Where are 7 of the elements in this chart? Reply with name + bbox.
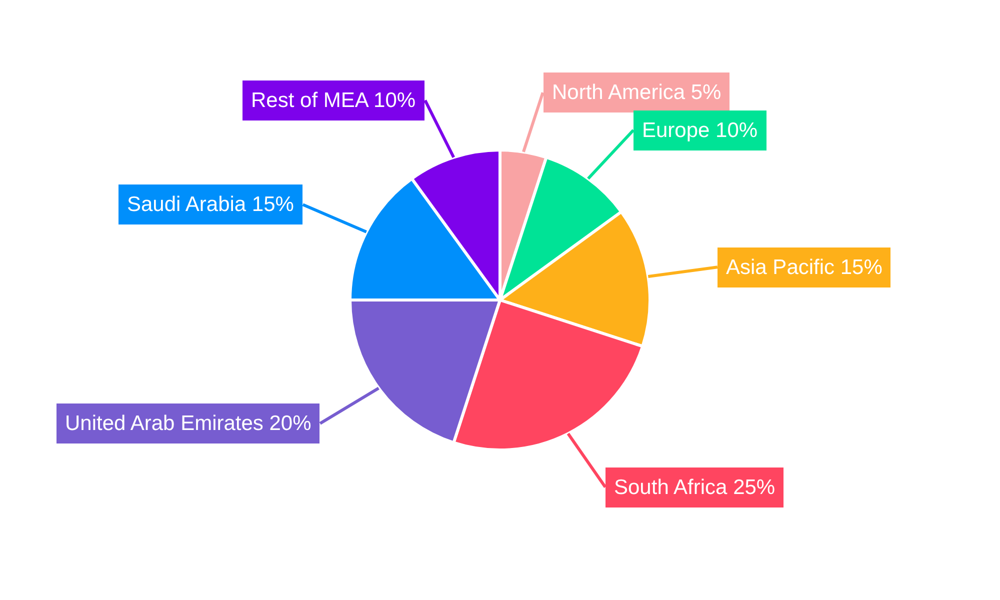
slice-label: Rest of MEA 10% [251, 89, 416, 112]
slice-label: United Arab Emirates 20% [65, 412, 312, 435]
slice-label: North America 5% [552, 81, 722, 104]
slice-label: Saudi Arabia 15% [127, 193, 294, 216]
slice-label: Europe 10% [642, 119, 758, 142]
slice-label: South Africa 25% [614, 476, 776, 499]
slice-label: Asia Pacific 15% [726, 256, 882, 279]
